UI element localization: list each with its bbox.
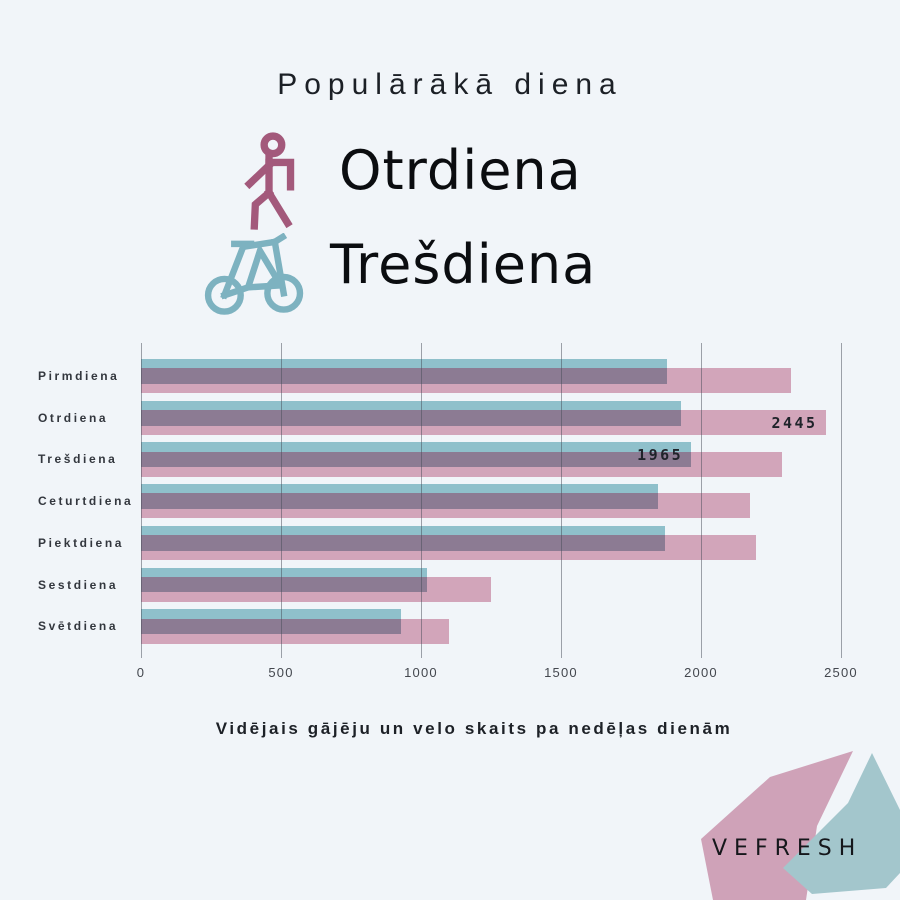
category-label-2: Otrdiena xyxy=(38,410,109,425)
x-tick-2000: 2000 xyxy=(684,665,718,680)
bar-overlap-4 xyxy=(141,493,658,510)
page-title: Populārākā diena xyxy=(277,68,623,101)
logo-pink-shape xyxy=(701,751,853,900)
logo-teal-shape xyxy=(783,753,900,894)
bar-overlap-6 xyxy=(141,576,427,593)
x-tick-0: 0 xyxy=(136,665,146,680)
value-label-2445: 2445 xyxy=(771,413,818,432)
value-label-1965: 1965 xyxy=(637,445,684,464)
category-label-3: Trešdiena xyxy=(38,452,118,467)
most-popular-bike-day: Trešdiena xyxy=(330,233,597,296)
bar-overlap-2 xyxy=(141,410,682,426)
category-label-6: Sestdiena xyxy=(38,577,119,592)
chart-caption: Vidējais gājēju un velo skaits pa nedēļa… xyxy=(215,719,733,738)
gridline-2500 xyxy=(841,343,842,658)
x-tick-1500: 1500 xyxy=(544,665,578,680)
category-label-1: Pirmdiena xyxy=(38,369,120,383)
category-label-7: Svētdiena xyxy=(38,619,119,634)
bicycle-icon xyxy=(196,232,318,323)
bar-overlap-5 xyxy=(141,535,665,551)
logo-text: VEFRESH xyxy=(712,836,863,861)
vefresh-logo xyxy=(660,730,900,900)
most-popular-pedestrian-day: Otrdiena xyxy=(339,139,582,202)
x-tick-1000: 1000 xyxy=(404,665,438,680)
x-tick-500: 500 xyxy=(268,665,294,680)
bar-overlap-3 xyxy=(141,451,692,468)
bar-overlap-7 xyxy=(141,618,402,635)
gridline-1000 xyxy=(421,343,422,658)
category-label-4: Ceturtdiena xyxy=(38,494,134,509)
gridline-1500 xyxy=(561,343,562,658)
gridline-500 xyxy=(281,343,282,658)
walking-person-icon xyxy=(226,131,314,236)
x-tick-2500: 2500 xyxy=(824,665,858,680)
gridline-2000 xyxy=(701,343,702,658)
category-label-5: Piektdiena xyxy=(38,535,125,550)
bar-overlap-1 xyxy=(141,368,668,384)
gridline-0 xyxy=(141,343,142,658)
